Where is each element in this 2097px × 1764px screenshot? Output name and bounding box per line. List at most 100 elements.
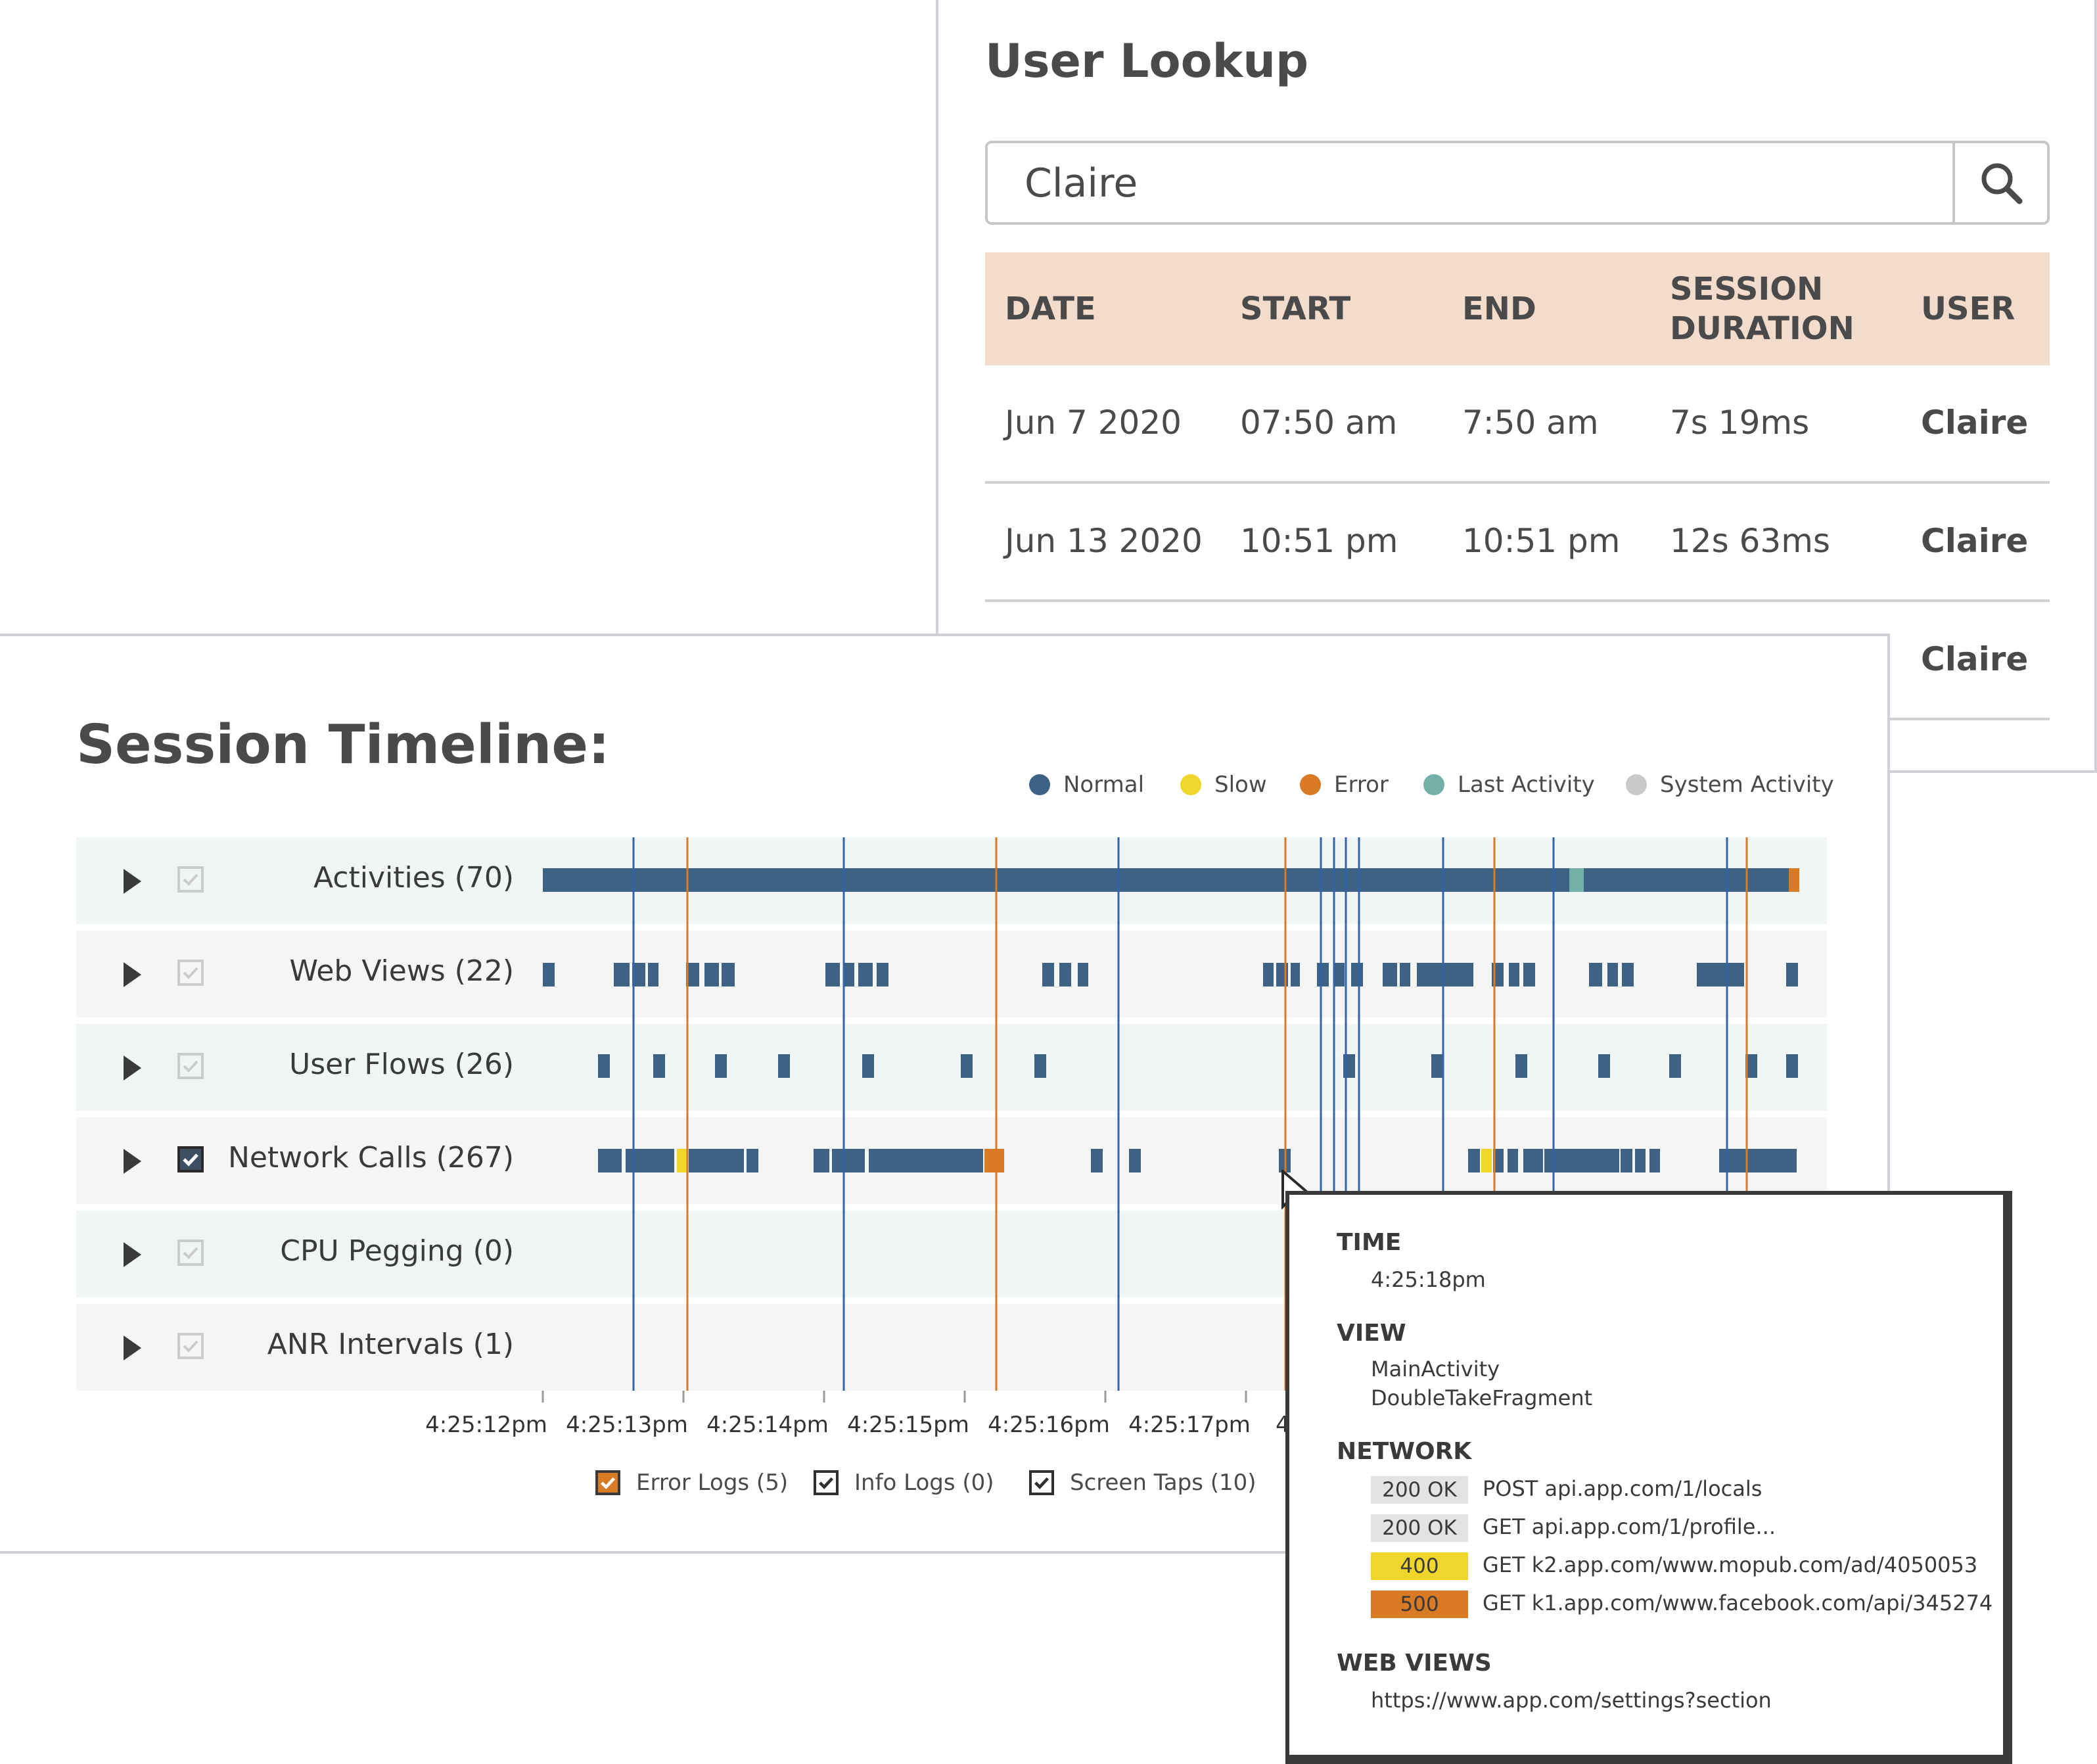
network-call-bar[interactable] <box>1719 1149 1797 1172</box>
web-view-bar[interactable] <box>1078 963 1088 986</box>
web-view-bar[interactable] <box>1291 963 1300 986</box>
user-flow-bar[interactable] <box>1669 1054 1681 1078</box>
network-call-bar-slow[interactable] <box>677 1149 687 1172</box>
search-input[interactable]: Claire <box>1025 160 1138 206</box>
web-view-bar[interactable] <box>1786 963 1798 986</box>
expand-arrow-icon[interactable] <box>124 1056 141 1080</box>
table-row[interactable]: Jun 13 2020 10:51 pm 10:51 pm 12s 63ms C… <box>985 484 2050 602</box>
row-checkbox[interactable] <box>177 1053 204 1079</box>
web-view-bar[interactable] <box>1417 963 1473 986</box>
web-view-bar[interactable] <box>825 963 840 986</box>
network-call-bar[interactable] <box>1508 1149 1518 1172</box>
web-view-bar[interactable] <box>1509 963 1519 986</box>
activity-bar[interactable] <box>1584 868 1789 892</box>
cell-user: Claire <box>1921 522 2029 560</box>
user-flow-bar[interactable] <box>598 1054 610 1078</box>
row-checkbox-checked[interactable] <box>177 1146 204 1172</box>
network-call-url[interactable]: GET api.app.com/1/profile... <box>1483 1514 1776 1539</box>
expand-arrow-icon[interactable] <box>124 869 141 894</box>
web-view-bar[interactable] <box>1059 963 1071 986</box>
activity-bar-last-activity[interactable] <box>1569 868 1584 892</box>
network-call-bar[interactable] <box>1091 1149 1103 1172</box>
network-call-bar[interactable] <box>1649 1149 1660 1172</box>
network-call-bar[interactable] <box>1635 1149 1646 1172</box>
filter-info-logs[interactable]: Info Logs (0) <box>814 1470 994 1496</box>
user-flow-bar[interactable] <box>1034 1054 1046 1078</box>
network-call-bar[interactable] <box>1129 1149 1141 1172</box>
web-view-bar[interactable] <box>844 963 854 986</box>
network-call-bar[interactable] <box>1468 1149 1480 1172</box>
web-view-bar[interactable] <box>1607 963 1618 986</box>
network-call-bar[interactable] <box>1621 1149 1632 1172</box>
web-view-bar[interactable] <box>614 963 630 986</box>
filter-error-logs[interactable]: Error Logs (5) <box>595 1470 788 1496</box>
web-view-bar[interactable] <box>1400 963 1410 986</box>
expand-arrow-icon[interactable] <box>124 1242 141 1267</box>
row-checkbox[interactable] <box>177 1240 204 1266</box>
user-flow-bar[interactable] <box>1745 1054 1757 1078</box>
web-view-bar[interactable] <box>1523 963 1535 986</box>
network-call-bar[interactable] <box>832 1149 865 1172</box>
expand-arrow-icon[interactable] <box>124 962 141 987</box>
web-view-bar[interactable] <box>686 963 699 986</box>
user-flow-bar[interactable] <box>1431 1054 1443 1078</box>
web-view-bar[interactable] <box>1263 963 1274 986</box>
user-flow-bar[interactable] <box>715 1054 727 1078</box>
column-session-duration[interactable]: SESSION DURATION <box>1670 271 1855 347</box>
network-call-bar[interactable] <box>598 1149 622 1172</box>
web-view-bar[interactable] <box>704 963 719 986</box>
network-call-url[interactable]: GET k1.app.com/www.facebook.com/api/3452… <box>1483 1590 1993 1615</box>
expand-arrow-icon[interactable] <box>124 1335 141 1360</box>
legend-error: Error <box>1300 772 1389 798</box>
web-view-bar[interactable] <box>648 963 658 986</box>
web-view-bar[interactable] <box>1383 963 1397 986</box>
column-user[interactable]: USER <box>1921 290 2016 327</box>
user-flow-bar[interactable] <box>862 1054 874 1078</box>
table-row[interactable]: Jun 7 2020 07:50 am 7:50 am 7s 19ms Clai… <box>985 365 2050 484</box>
tooltip-view-item: MainActivity <box>1371 1357 1500 1381</box>
expand-arrow-icon[interactable] <box>124 1149 141 1174</box>
network-call-bar-error[interactable] <box>984 1149 1004 1172</box>
column-date[interactable]: DATE <box>1005 290 1096 327</box>
web-view-bar[interactable] <box>543 963 555 986</box>
checkbox-checked[interactable] <box>814 1470 839 1495</box>
user-flow-bar[interactable] <box>961 1054 973 1078</box>
column-start[interactable]: START <box>1240 290 1351 327</box>
search-button[interactable] <box>1952 143 2047 222</box>
user-flow-bar[interactable] <box>1786 1054 1798 1078</box>
network-call-bar[interactable] <box>814 1149 829 1172</box>
web-view-bar[interactable] <box>877 963 888 986</box>
row-checkbox[interactable] <box>177 1333 204 1359</box>
activity-bar-error[interactable] <box>1789 868 1799 892</box>
network-call-bar[interactable] <box>689 1149 744 1172</box>
checkbox-checked[interactable] <box>595 1470 620 1495</box>
web-view-bar[interactable] <box>1334 963 1345 986</box>
network-call-bar[interactable] <box>1493 1149 1504 1172</box>
network-call-bar[interactable] <box>1523 1149 1543 1172</box>
network-call-bar[interactable] <box>747 1149 758 1172</box>
user-flow-bar[interactable] <box>1515 1054 1527 1078</box>
user-flow-bar[interactable] <box>653 1054 665 1078</box>
web-view-bar[interactable] <box>858 963 873 986</box>
row-checkbox[interactable] <box>177 960 204 986</box>
column-end[interactable]: END <box>1462 290 1536 327</box>
network-call-bar[interactable] <box>869 1149 983 1172</box>
web-view-bar[interactable] <box>1589 963 1602 986</box>
web-view-bar[interactable] <box>722 963 735 986</box>
web-view-bar[interactable] <box>632 963 645 986</box>
network-call-bar[interactable] <box>1544 1149 1619 1172</box>
tooltip-web-view-url[interactable]: https://www.app.com/settings?section <box>1371 1688 1772 1713</box>
network-call-bar-slow[interactable] <box>1481 1149 1492 1172</box>
search-box[interactable]: Claire <box>985 141 2050 225</box>
network-call-url[interactable]: GET k2.app.com/www.mopub.com/ad/4050053 <box>1483 1552 1978 1577</box>
filter-screen-taps[interactable]: Screen Taps (10) <box>1029 1470 1256 1496</box>
checkbox-checked[interactable] <box>1029 1470 1054 1495</box>
web-view-bar[interactable] <box>1622 963 1634 986</box>
web-view-bar[interactable] <box>1042 963 1054 986</box>
network-call-url[interactable]: POST api.app.com/1/locals <box>1483 1476 1763 1501</box>
user-flow-bar[interactable] <box>1598 1054 1610 1078</box>
user-flow-bar[interactable] <box>778 1054 790 1078</box>
web-view-bar[interactable] <box>1697 963 1744 986</box>
row-checkbox[interactable] <box>177 866 204 893</box>
activity-bar[interactable] <box>543 868 1569 892</box>
